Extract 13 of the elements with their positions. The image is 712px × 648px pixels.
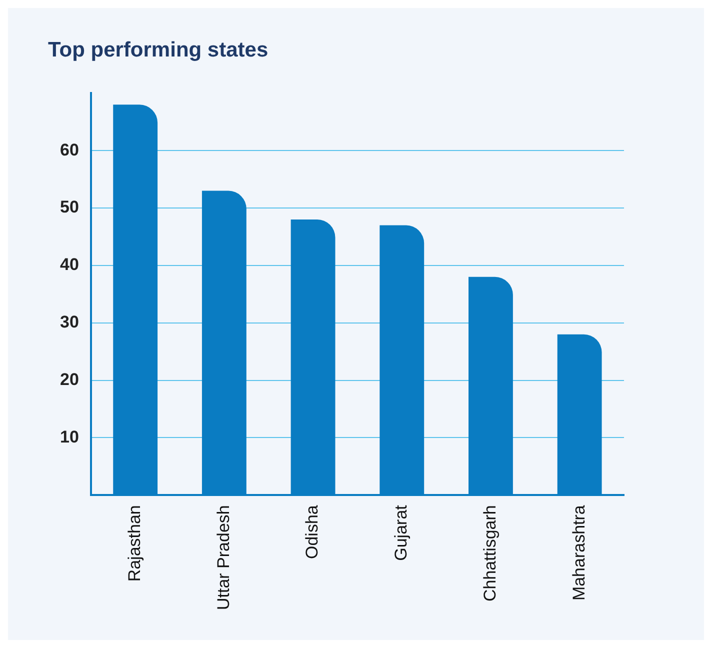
y-tick-label: 10 <box>60 427 79 446</box>
y-tick-label: 40 <box>60 255 79 274</box>
y-tick-label: 30 <box>60 312 79 332</box>
x-tick-label: Chhattisgarh <box>480 505 500 602</box>
chart-title: Top performing states <box>48 38 268 62</box>
x-tick-label: Uttar Pradesh <box>214 505 233 610</box>
x-tick-label: Gujarat <box>392 504 411 561</box>
y-tick-label: 60 <box>60 140 79 160</box>
x-tick-label: Rajasthan <box>125 505 144 582</box>
y-tick-label: 20 <box>60 370 79 389</box>
y-tick-label: 50 <box>60 198 79 217</box>
x-tick-label: Odisha <box>302 504 322 559</box>
x-tick-label: Maharashtra <box>569 504 588 601</box>
